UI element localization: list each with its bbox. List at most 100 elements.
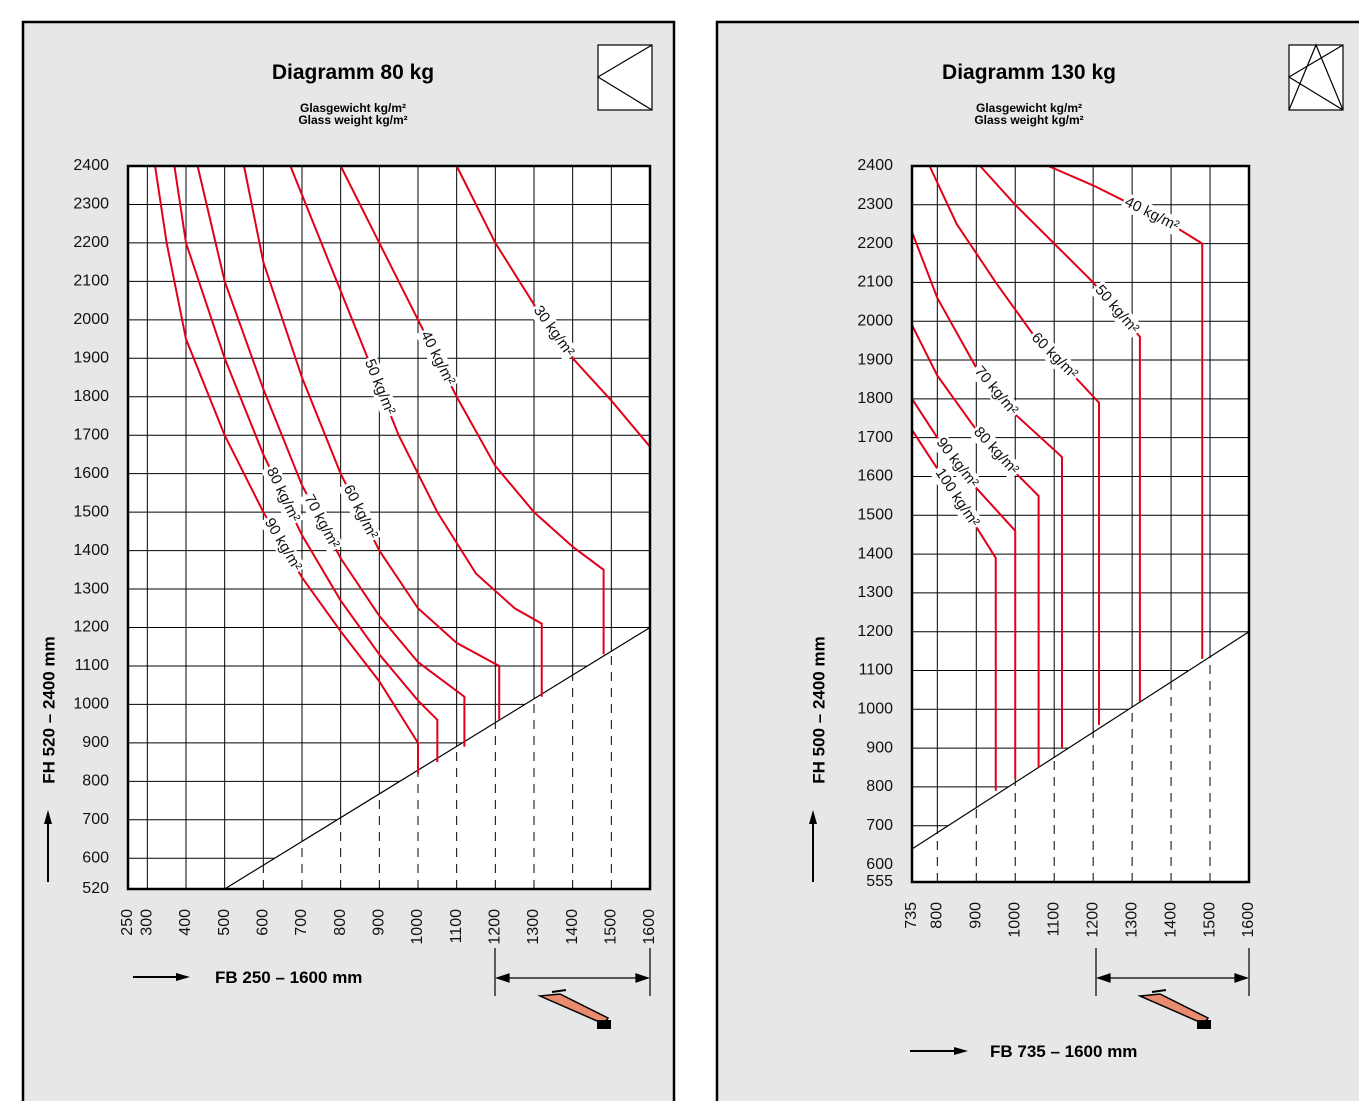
x-axis-arrowhead — [954, 1047, 968, 1055]
curve-label-bg — [968, 422, 1024, 481]
y-tick-label: 1600 — [73, 465, 109, 482]
y-tick-label: 1200 — [73, 619, 109, 636]
curve — [339, 165, 605, 655]
curve — [911, 398, 1017, 780]
x-tick-label: 900 — [371, 909, 388, 936]
y-tick-label: 1100 — [859, 662, 894, 679]
chart-title: Diagramm 80 kg — [272, 61, 434, 84]
handle-icon — [1137, 989, 1211, 1029]
x-axis-label: FB 735 – 1600 mm — [990, 1042, 1137, 1061]
x-tick-label: 1400 — [564, 909, 581, 945]
y-tick-label: 700 — [82, 811, 109, 828]
curve-label-bg — [359, 354, 400, 420]
y-tick-label: 2100 — [857, 274, 893, 291]
y-tick-label: 1500 — [73, 503, 109, 520]
x-tick-label: 1000 — [409, 909, 426, 945]
y-tick-label: 900 — [866, 739, 893, 756]
x-tick-label: 700 — [293, 909, 310, 936]
x-tick-label: 1600 — [1240, 902, 1257, 938]
chart-subtitle: Glass weight kg/m² — [974, 113, 1083, 127]
x-tick-label: 1100 — [1045, 902, 1062, 937]
y-tick-label: 1700 — [73, 426, 109, 443]
curve-label-bg — [415, 326, 460, 391]
y-tick-label: 600 — [82, 849, 109, 866]
y-tick-label: 520 — [82, 880, 109, 897]
y-tick-label: 2200 — [857, 235, 893, 252]
window-icon — [596, 44, 653, 111]
x-tick-label: 1600 — [641, 909, 658, 945]
y-tick-label: 1400 — [73, 542, 109, 559]
curve — [173, 165, 439, 763]
y-tick-label: 2300 — [857, 196, 893, 213]
x-tick-label: 250 — [119, 909, 136, 936]
y-tick-label: 2100 — [73, 273, 109, 290]
y-tick-label: 2400 — [857, 157, 893, 174]
plot-area — [912, 166, 1249, 882]
x-tick-label: 600 — [255, 909, 272, 936]
curve-label-bg — [298, 489, 344, 554]
dimension-marker — [494, 948, 1250, 996]
x-tick-label: 300 — [139, 909, 156, 936]
x-tick-label: 400 — [177, 909, 194, 936]
curve-label-bg — [261, 462, 305, 527]
y-tick-label: 1100 — [75, 657, 110, 674]
chart-subtitle: Glasgewicht kg/m² — [976, 101, 1082, 115]
y-tick-label: 1900 — [73, 350, 109, 367]
chart-title: Diagramm 130 kg — [942, 61, 1116, 84]
x-tick-label: 800 — [332, 909, 349, 936]
x-tick-label: 1400 — [1162, 902, 1179, 938]
curve-label-bg — [1119, 192, 1184, 237]
curve — [243, 165, 501, 720]
plot-frame — [910, 164, 1251, 884]
curve — [979, 165, 1141, 702]
y-axis-label: FH 520 – 2400 mm — [39, 636, 58, 783]
y-axis-arrowhead — [44, 810, 52, 824]
y-tick-label: 1300 — [857, 584, 893, 601]
x-tick-label: 1500 — [603, 909, 620, 945]
x-axis-label: FB 250 – 1600 mm — [215, 968, 362, 987]
curve-label-bg — [930, 432, 983, 494]
y-tick-label: 900 — [82, 734, 109, 751]
y-tick-label: 555 — [866, 873, 893, 890]
x-tick-label: 900 — [968, 902, 985, 929]
chart-subtitle: Glass weight kg/m² — [298, 113, 407, 127]
curve-label-bg — [259, 513, 307, 577]
y-tick-label: 1600 — [857, 468, 893, 485]
window-icon — [1287, 43, 1344, 111]
y-tick-label: 1500 — [857, 506, 893, 523]
y-axis-label: FH 500 – 2400 mm — [809, 636, 828, 783]
y-tick-label: 1200 — [857, 623, 893, 640]
y-tick-label: 2300 — [73, 196, 109, 213]
y-tick-label: 1400 — [857, 545, 893, 562]
y-tick-label: 700 — [866, 817, 893, 834]
curve — [196, 165, 466, 747]
curve-label-bg — [1025, 327, 1083, 385]
x-tick-label: 500 — [216, 909, 233, 936]
curve — [289, 165, 543, 697]
plot-frame — [126, 164, 652, 891]
x-tick-label: 735 — [903, 902, 920, 929]
y-tick-label: 1800 — [857, 390, 893, 407]
x-tick-label: 1300 — [1123, 902, 1140, 938]
curve-label-bg — [968, 361, 1023, 421]
x-tick-label: 1100 — [448, 909, 465, 944]
x-axis-arrowhead — [176, 973, 190, 981]
curve-label-bg — [929, 463, 984, 533]
x-tick-label: 800 — [929, 902, 946, 929]
curve-label-bg — [527, 300, 579, 362]
y-tick-label: 2200 — [73, 234, 109, 251]
y-tick-label: 600 — [866, 856, 893, 873]
y-tick-label: 1700 — [857, 429, 893, 446]
y-tick-label: 1900 — [857, 351, 893, 368]
x-tick-label: 1300 — [525, 909, 542, 945]
x-tick-label: 1200 — [487, 909, 504, 945]
y-tick-label: 1800 — [73, 388, 109, 405]
chart-subtitle: Glasgewicht kg/m² — [300, 101, 406, 115]
boundary-line — [911, 631, 1250, 850]
x-tick-label: 1000 — [1006, 902, 1023, 938]
y-tick-label: 2400 — [73, 157, 109, 174]
handle-icon — [537, 989, 611, 1029]
x-tick-label: 1200 — [1084, 902, 1101, 938]
y-tick-label: 800 — [82, 773, 109, 790]
